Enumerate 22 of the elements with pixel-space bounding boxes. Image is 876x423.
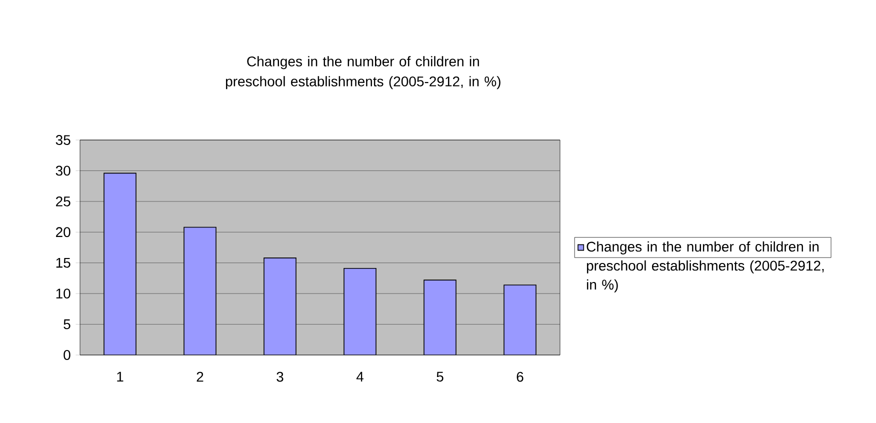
y-tick-label: 0 xyxy=(64,350,70,360)
bar xyxy=(184,226,216,355)
chart-title: Changes in the number of children in preschool establishments (2005-2912, in %) xyxy=(226,56,500,90)
bar xyxy=(104,172,136,355)
y-tick-label: 25 xyxy=(56,196,70,206)
legend-label: Changes in the number of children in preschool establishments (2005-2912, in %) xyxy=(586,241,824,292)
x-tick-label: 1 xyxy=(117,372,124,382)
bar xyxy=(504,284,536,355)
y-tick-label: 30 xyxy=(56,166,70,176)
y-tick-label: 15 xyxy=(56,258,70,268)
x-tick-label: 2 xyxy=(196,372,204,382)
bar xyxy=(424,280,456,355)
y-tick-label: 5 xyxy=(64,319,70,330)
x-tick-label: 3 xyxy=(276,372,284,382)
y-tick-label: 10 xyxy=(56,288,70,299)
x-tick-label: 5 xyxy=(436,372,444,382)
y-tick-label: 20 xyxy=(56,227,70,238)
y-tick-label: 35 xyxy=(56,135,70,145)
bar xyxy=(264,258,296,355)
x-tick-label: 6 xyxy=(516,372,524,382)
x-tick-label: 4 xyxy=(356,372,364,382)
bar xyxy=(344,268,376,355)
